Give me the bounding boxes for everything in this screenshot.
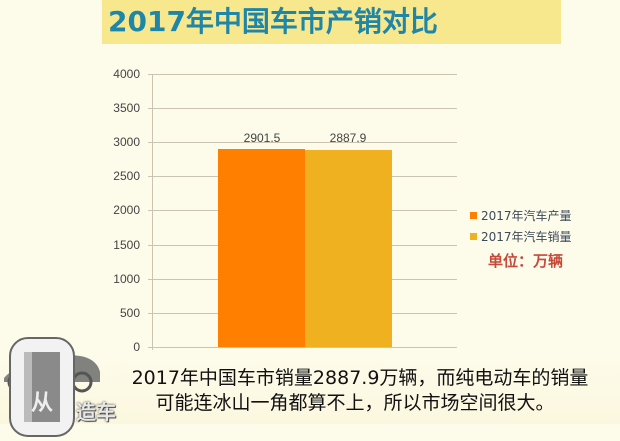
bar-value-label: 2887.9 [329,131,367,145]
y-tick-label: 3500 [113,101,140,115]
y-tick-label: 0 [133,340,140,354]
legend-label: 2017年汽车销量 [481,230,572,244]
y-tick-label: 500 [119,306,140,320]
y-axis [152,74,153,350]
legend-label: 2017年汽车产量 [481,209,572,223]
bar-sales [305,150,392,347]
logo-icon: 从 [4,337,100,437]
title-banner [102,0,561,44]
y-tick-label: 4000 [113,67,140,81]
unit-note: 单位：万辆 [488,252,564,270]
chart-title: 2017年中国车市产销对比 [108,5,438,38]
caption-band [0,362,620,424]
gridline [148,142,457,143]
y-tick-label: 2000 [113,203,140,217]
caption-line-2: 可能连冰山一角都算不上，所以市场空间很大。 [155,392,555,414]
y-tick-label: 1000 [113,272,140,286]
gridline [148,74,457,75]
caption: 2017年中国车市销量2887.9万辆，而纯电动车的销量 可能连冰山一角都算不上… [90,366,620,416]
legend-item-production: 2017年汽车产量 [470,205,572,226]
y-tick-label: 1500 [113,238,140,252]
legend-item-sales: 2017年汽车销量 [470,226,572,247]
svg-text:从: 从 [31,391,53,416]
legend: 2017年汽车产量 2017年汽车销量 [470,205,572,247]
bar-production [218,149,305,347]
y-tick-label: 3000 [113,135,140,149]
x-axis [148,347,457,348]
legend-swatch-icon [470,233,477,240]
y-tick-label: 2500 [113,169,140,183]
legend-swatch-icon [470,212,477,219]
logo-text: 造车 [76,400,116,424]
caption-line-1: 2017年中国车市销量2887.9万辆，而纯电动车的销量 [131,367,589,389]
bar-value-label: 2901.5 [243,131,281,145]
gridline [148,108,457,109]
